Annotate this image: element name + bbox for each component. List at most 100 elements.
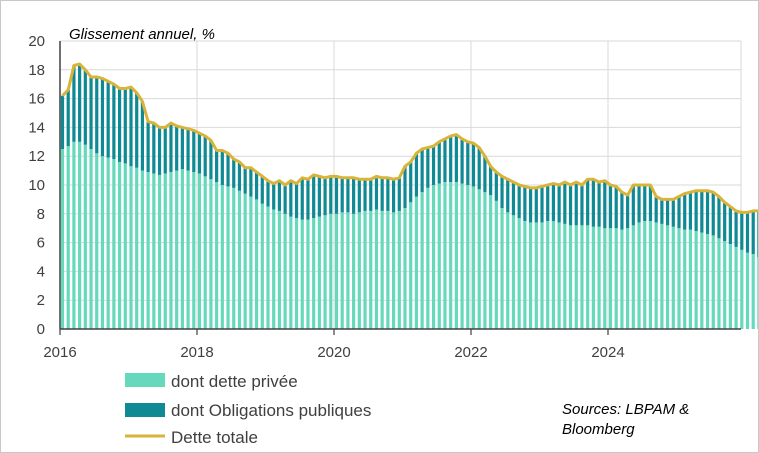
- bar-private: [157, 174, 162, 329]
- bar-public: [226, 153, 230, 187]
- bar-public: [466, 141, 470, 185]
- bar-public: [528, 187, 533, 223]
- bar-public: [180, 127, 184, 170]
- bar-public: [117, 88, 122, 162]
- bar-public: [523, 186, 527, 221]
- x-tick-label: 2022: [454, 344, 487, 361]
- bar-private: [249, 196, 253, 329]
- bar-public: [688, 192, 693, 230]
- bar-public: [334, 176, 339, 214]
- bar-private: [106, 157, 110, 329]
- bar-private: [100, 156, 105, 329]
- bar-private: [397, 210, 401, 329]
- bar-public: [78, 64, 82, 142]
- bar-private: [643, 221, 647, 329]
- bar-public: [169, 123, 173, 173]
- bar-public: [648, 185, 653, 221]
- bar-private: [300, 219, 304, 329]
- bar-private: [215, 182, 219, 329]
- bar-public: [175, 125, 179, 171]
- bar-public: [717, 196, 721, 239]
- bar-private: [334, 213, 339, 329]
- bar-private: [209, 179, 213, 329]
- bar-public: [723, 202, 727, 242]
- bar-public: [454, 134, 458, 183]
- legend-label-private: dont dette privée: [171, 372, 298, 391]
- bar-private: [665, 225, 670, 329]
- bar-public: [215, 150, 219, 183]
- bar-private: [523, 221, 527, 329]
- bar-private: [540, 222, 544, 329]
- bar-public: [500, 176, 504, 209]
- bar-private: [723, 241, 727, 329]
- bar-private: [180, 169, 184, 329]
- bar-public: [506, 179, 510, 213]
- bar-public: [489, 166, 493, 196]
- bar-private: [289, 216, 293, 329]
- bar-private: [266, 206, 270, 329]
- bar-public: [586, 179, 590, 226]
- bar-public: [540, 186, 544, 223]
- bar-private: [717, 238, 721, 329]
- bar-private: [340, 212, 344, 329]
- bar-public: [72, 65, 76, 142]
- bar-public: [460, 138, 464, 184]
- y-tick-label: 0: [37, 321, 45, 338]
- bar-private: [414, 196, 419, 329]
- bar-private: [391, 212, 396, 329]
- bar-private: [380, 210, 384, 329]
- bar-private: [152, 173, 156, 329]
- bar-private: [757, 257, 758, 329]
- bar-private: [631, 225, 635, 329]
- bar-private: [374, 209, 379, 329]
- bar-public: [557, 185, 561, 223]
- bar-public: [751, 210, 755, 255]
- bar-public: [409, 161, 413, 203]
- bar-public: [597, 182, 601, 227]
- bar-public: [694, 190, 698, 232]
- bar-public: [260, 176, 264, 204]
- bar-public: [60, 95, 65, 149]
- x-tick-label: 2018: [180, 344, 213, 361]
- bar-private: [317, 216, 321, 329]
- bar-public: [163, 127, 167, 174]
- bar-private: [95, 153, 99, 329]
- bar-public: [443, 138, 447, 183]
- bar-private: [186, 170, 190, 329]
- bar-private: [226, 186, 230, 329]
- bar-private: [574, 225, 578, 329]
- bar-public: [603, 180, 607, 229]
- bar-private: [694, 231, 698, 329]
- bar-private: [72, 141, 76, 329]
- bar-private: [603, 228, 607, 329]
- bar-public: [700, 190, 704, 233]
- bar-private: [277, 210, 282, 329]
- bar-private: [129, 166, 133, 329]
- bar-private: [357, 212, 361, 329]
- bar-private: [220, 185, 224, 329]
- bar-private: [254, 199, 259, 329]
- y-tick-label: 4: [37, 263, 45, 280]
- bar-public: [397, 177, 401, 211]
- bar-public: [192, 130, 196, 173]
- bar-public: [477, 147, 481, 190]
- bar-public: [220, 150, 224, 185]
- bar-public: [671, 199, 675, 227]
- bar-private: [237, 190, 242, 329]
- bar-public: [83, 69, 87, 145]
- bar-private: [169, 172, 173, 329]
- bar-private: [437, 183, 441, 329]
- bar-public: [374, 176, 379, 210]
- bar-public: [734, 210, 738, 247]
- bar-public: [711, 192, 715, 236]
- bar-private: [597, 226, 601, 329]
- bar-private: [60, 149, 65, 329]
- bar-public: [112, 84, 116, 160]
- x-tick-label: 2024: [591, 344, 624, 361]
- bar-private: [117, 161, 122, 329]
- bar-public: [546, 185, 550, 221]
- bar-private: [648, 221, 653, 329]
- legend-swatch-public: [125, 403, 165, 417]
- bar-public: [266, 180, 270, 207]
- source-line-2: Bloomberg: [562, 421, 635, 438]
